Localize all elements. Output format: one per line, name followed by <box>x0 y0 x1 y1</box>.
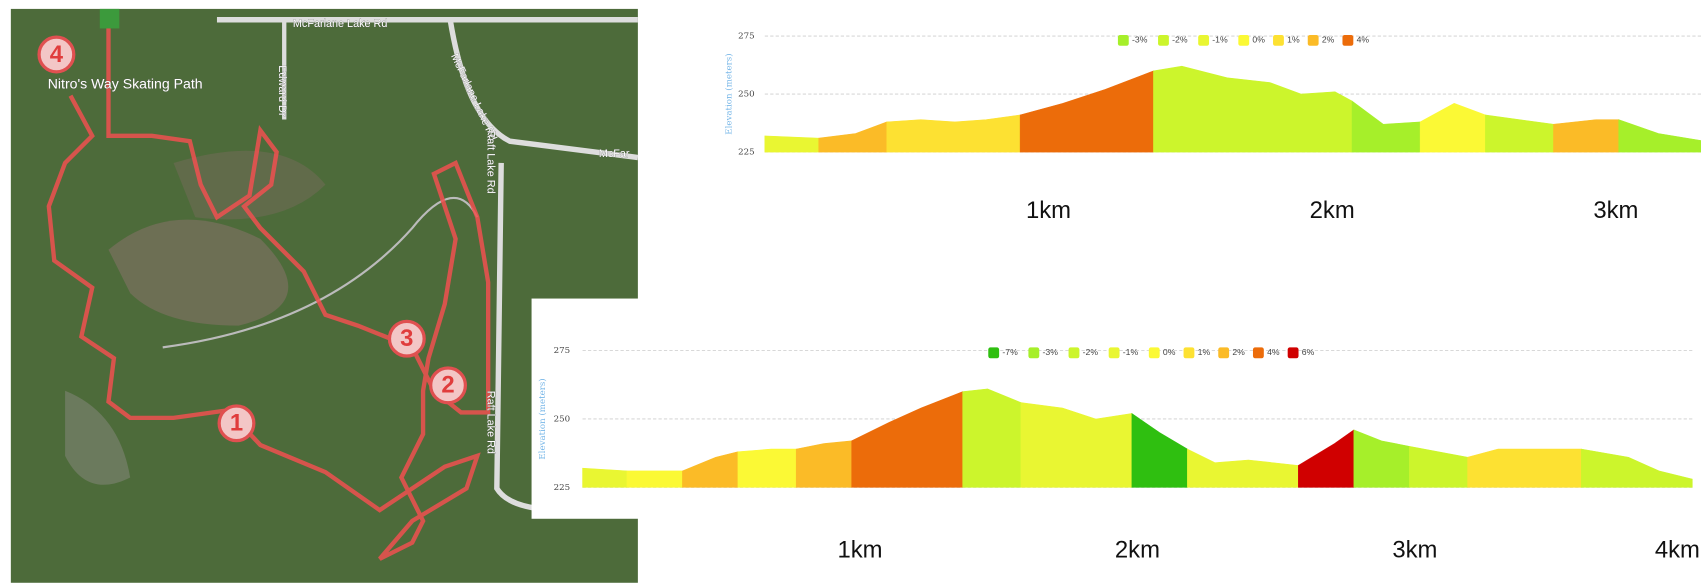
elevation-segment <box>1467 448 1582 488</box>
legend-swatch <box>1307 34 1319 46</box>
elevation-segment <box>682 451 739 488</box>
y-tick-label: 225 <box>738 148 755 158</box>
map: McFarlane Lake Rd Edward Dr McFarlane La… <box>10 8 639 583</box>
marker: 1 <box>217 404 256 443</box>
elevation-segment <box>1131 412 1188 488</box>
road-label: Raft Lake Rd <box>484 391 496 454</box>
y-tick-label: 250 <box>554 414 571 424</box>
legend-label: 4% <box>1267 347 1280 357</box>
road <box>447 19 639 161</box>
legend-label: -2% <box>1172 35 1188 45</box>
legend-swatch <box>1218 347 1230 359</box>
road-label: Edward Dr <box>276 65 288 117</box>
legend-swatch <box>1028 347 1040 359</box>
legend-swatch <box>1342 34 1354 46</box>
elevation-segment <box>962 388 1022 488</box>
elevation-segment <box>1351 100 1421 153</box>
x-tick-label: 1km <box>837 537 882 564</box>
legend-swatch <box>1117 34 1129 46</box>
legend-label: 4% <box>1357 35 1370 45</box>
legend-swatch <box>1158 34 1169 46</box>
y-tick-label: 275 <box>554 346 571 356</box>
legend-swatch <box>1108 347 1120 359</box>
y-axis-label: Elevation (meters) <box>724 53 735 134</box>
legend-swatch <box>1287 347 1299 359</box>
marker: 3 <box>387 319 426 358</box>
road-label: McFarlane Lake Rd <box>293 18 388 30</box>
legend-swatch <box>988 347 1000 359</box>
marker-label: 3 <box>400 325 413 352</box>
x-tick-label: 2km <box>1115 537 1160 564</box>
legend-swatch <box>1238 34 1250 46</box>
elevation-segment <box>1419 103 1486 153</box>
elevation-segment <box>1298 429 1355 488</box>
elevation-segment <box>1353 429 1410 488</box>
legend-label: 2% <box>1232 347 1245 357</box>
legend-swatch <box>1198 34 1210 46</box>
x-tick-label: 3km <box>1593 197 1638 224</box>
legend-label: -1% <box>1212 35 1228 45</box>
road-label: Raft Lake Rd <box>484 130 496 193</box>
elevation-segment <box>1618 119 1701 153</box>
legend-label: 1% <box>1198 347 1211 357</box>
legend-label: 0% <box>1252 35 1265 45</box>
legend-swatch <box>1273 34 1284 46</box>
legend-label: -1% <box>1123 347 1139 357</box>
elevation-segment <box>1553 119 1619 153</box>
y-axis-label: Elevation (meters) <box>537 378 548 459</box>
x-tick-label: 4km <box>1655 537 1700 564</box>
legend-label: 2% <box>1322 35 1335 45</box>
y-tick-label: 225 <box>554 483 571 493</box>
legend-swatch <box>1183 347 1195 359</box>
legend-label: 1% <box>1287 35 1300 45</box>
start-flag <box>99 8 120 29</box>
legend-swatch <box>1252 347 1264 359</box>
marker: 2 <box>429 366 468 405</box>
legend-label: 6% <box>1302 347 1315 357</box>
x-tick-label: 3km <box>1392 537 1437 564</box>
y-tick-label: 250 <box>738 90 755 100</box>
road-label: McFar <box>599 148 630 160</box>
legend-label: -2% <box>1083 347 1099 357</box>
legend-label: 0% <box>1163 347 1176 357</box>
marker-label: 4 <box>50 41 64 68</box>
x-tick-label: 1km <box>1026 197 1071 224</box>
legend-swatch <box>1068 347 1080 359</box>
map-patch <box>108 219 289 326</box>
legend-label: -3% <box>1043 347 1059 357</box>
marker: 4 <box>37 35 76 74</box>
route <box>46 21 491 561</box>
x-tick-label: 2km <box>1310 197 1355 224</box>
elevation-segment <box>818 121 888 153</box>
legend-label: -3% <box>1132 35 1148 45</box>
elevation-segment <box>737 448 797 488</box>
elevation-segment <box>795 440 852 488</box>
path-label: Nitro's Way Skating Path <box>48 76 203 92</box>
marker-label: 1 <box>230 410 243 437</box>
legend-label: -7% <box>1002 347 1018 357</box>
elevation-segment <box>626 470 683 488</box>
trail <box>162 196 479 349</box>
legend-swatch <box>1148 347 1160 359</box>
map-patch <box>65 390 131 485</box>
elevation-segment <box>1581 448 1693 488</box>
elevation-segment <box>764 135 819 153</box>
elevation-segment <box>582 467 628 488</box>
marker-label: 2 <box>441 372 454 399</box>
y-tick-label: 275 <box>738 32 755 42</box>
